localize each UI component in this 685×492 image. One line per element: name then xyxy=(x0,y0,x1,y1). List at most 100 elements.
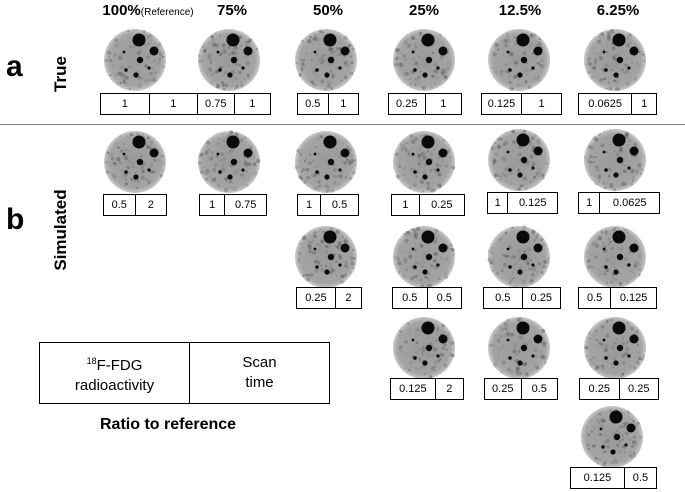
phantom-image xyxy=(583,316,647,380)
phantom-image xyxy=(392,316,456,380)
panel-label-a: a xyxy=(6,50,23,83)
phantom-image xyxy=(487,128,551,192)
phantom-image xyxy=(294,28,358,92)
scan-time-value: 1 xyxy=(233,94,271,114)
column-header-12-5: 12.5% xyxy=(498,2,542,19)
phantom-image xyxy=(583,128,647,192)
radioactivity-value: 0.5 xyxy=(305,98,321,110)
row-label-true: True xyxy=(51,56,70,92)
legend-scan-time: Scan time xyxy=(190,343,329,403)
radioactivity-value: 0.25 xyxy=(396,98,418,110)
radioactivity-value: 1 xyxy=(209,199,216,211)
scan-time-value: 0.5 xyxy=(320,195,358,215)
legend-radioactivity-line2: radioactivity xyxy=(74,376,155,394)
simulated-ratio-box: 0.5 0.125 xyxy=(578,287,657,309)
scan-time-value: 0.75 xyxy=(224,195,266,215)
radioactivity-value: 0.125 xyxy=(583,472,612,484)
scan-time-value: 0.5 xyxy=(520,379,558,399)
radioactivity-value: 0.75 xyxy=(205,98,227,110)
simulated-ratio-box: 1 0.25 xyxy=(391,194,465,216)
simulated-ratio-box: 0.5 0.25 xyxy=(483,287,561,309)
legend-radioactivity-line1: F-FDG xyxy=(96,356,143,374)
true-ratio-box: 0.125 1 xyxy=(481,93,562,115)
scan-time-value: 0.25 xyxy=(418,195,464,215)
simulated-ratio-box: 0.25 0.25 xyxy=(579,378,659,400)
phantom-image xyxy=(487,225,551,289)
section-divider xyxy=(0,124,685,125)
phantom-image xyxy=(197,130,261,194)
phantom-image xyxy=(487,28,551,92)
phantom-image xyxy=(197,28,261,92)
radioactivity-value: 0.125 xyxy=(399,383,427,395)
radioactivity-value: 0.5 xyxy=(402,292,418,304)
radioactivity-value: 0.0625 xyxy=(588,98,622,110)
column-header-label: 100% xyxy=(102,2,141,19)
radioactivity-value: 1 xyxy=(306,199,313,211)
scan-time-value: 2 xyxy=(334,288,361,308)
scan-time-value: 0.25 xyxy=(521,288,561,308)
scan-time-value: 2 xyxy=(434,379,463,399)
column-header-25: 25% xyxy=(408,2,440,19)
simulated-ratio-box: 1 0.75 xyxy=(199,194,267,216)
phantom-image xyxy=(392,225,456,289)
radioactivity-value: 0.5 xyxy=(111,199,127,211)
radioactivity-value: 0.5 xyxy=(587,292,603,304)
legend-box: 18F-FDG radioactivity Scan time xyxy=(39,342,330,404)
true-ratio-box: 0.5 1 xyxy=(297,93,359,115)
scan-time-value: 1 xyxy=(424,94,462,114)
scan-time-value: 2 xyxy=(134,195,167,215)
simulated-ratio-box: 1 0.0625 xyxy=(578,192,660,214)
phantom-image xyxy=(103,130,167,194)
scan-time-value: 0.125 xyxy=(610,288,656,308)
simulated-ratio-box: 0.125 0.5 xyxy=(570,467,657,489)
radioactivity-value: 1 xyxy=(586,197,593,209)
column-header-75: 75% xyxy=(216,2,248,19)
scan-time-value: 0.125 xyxy=(507,193,557,213)
simulated-ratio-box: 0.25 2 xyxy=(296,287,362,309)
scan-time-value: 1 xyxy=(631,94,656,114)
phantom-image xyxy=(294,225,358,289)
column-header-6-25: 6.25% xyxy=(596,2,640,19)
simulated-ratio-box: 0.25 0.5 xyxy=(484,378,558,400)
simulated-ratio-box: 0.125 2 xyxy=(390,378,464,400)
radioactivity-value: 0.25 xyxy=(588,383,610,395)
true-ratio-box: 0.75 1 xyxy=(197,93,271,115)
legend-scan-time-line1: Scan xyxy=(242,354,277,371)
simulated-ratio-box: 1 0.125 xyxy=(487,192,558,214)
scan-time-value: 0.0625 xyxy=(599,193,659,213)
radioactivity-value: 1 xyxy=(121,98,128,110)
simulated-ratio-box: 0.5 0.5 xyxy=(392,287,462,309)
column-header-50: 50% xyxy=(312,2,344,19)
phantom-image xyxy=(580,405,644,469)
phantom-image xyxy=(103,28,167,92)
scan-time-value: 0.5 xyxy=(623,468,656,488)
column-header-100: 100%(Reference) xyxy=(102,2,193,19)
phantom-image xyxy=(583,225,647,289)
scan-time-value: 0.25 xyxy=(618,379,659,399)
phantom-image xyxy=(294,130,358,194)
legend-radioactivity: 18F-FDG radioactivity xyxy=(40,343,190,403)
radioactivity-value: 0.125 xyxy=(487,98,516,110)
radioactivity-value: 0.25 xyxy=(305,292,327,304)
true-ratio-box: 0.25 1 xyxy=(388,93,462,115)
ratio-caption: Ratio to reference xyxy=(100,416,237,433)
radioactivity-value: 0.25 xyxy=(492,383,514,395)
phantom-image xyxy=(487,316,551,380)
simulated-ratio-box: 0.5 2 xyxy=(103,194,167,216)
simulated-ratio-box: 1 0.5 xyxy=(297,194,359,216)
radioactivity-value: 1 xyxy=(494,197,501,209)
radioactivity-value: 0.5 xyxy=(495,292,511,304)
scan-time-value: 1 xyxy=(327,94,359,114)
scan-time-value: 1 xyxy=(521,94,561,114)
phantom-image xyxy=(392,130,456,194)
row-label-simulated: Simulated xyxy=(51,189,70,271)
phantom-image xyxy=(583,28,647,92)
isotope-superscript: 18 xyxy=(86,355,97,366)
scan-time-value: 0.5 xyxy=(426,288,462,308)
phantom-image xyxy=(392,28,456,92)
true-ratio-box: 0.0625 1 xyxy=(578,93,657,115)
legend-scan-time-line2: time xyxy=(245,374,274,391)
column-header-note: (Reference) xyxy=(140,7,194,18)
radioactivity-value: 1 xyxy=(402,199,409,211)
